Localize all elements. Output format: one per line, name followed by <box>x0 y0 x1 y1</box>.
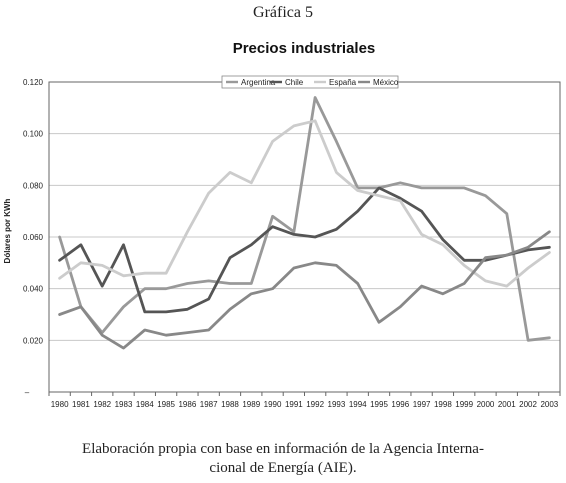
x-tick-label: 2000 <box>477 400 495 409</box>
x-tick-label: 1997 <box>413 400 431 409</box>
legend-label: México <box>373 78 399 87</box>
caption: Elaboración propia con base en informaci… <box>60 440 506 478</box>
y-tick-label: 0.040 <box>23 285 44 294</box>
x-tick-label: 2002 <box>519 400 537 409</box>
x-tick-label: 2001 <box>498 400 516 409</box>
x-tick-label: 1982 <box>93 400 111 409</box>
caption-line-1: Elaboración propia con base en informaci… <box>82 441 484 457</box>
x-tick-label: 1999 <box>455 400 473 409</box>
y-tick-label: 0.080 <box>23 181 44 190</box>
y-tick-label: 0.060 <box>23 233 44 242</box>
x-tick-label: 1994 <box>349 400 367 409</box>
x-tick-label: 1983 <box>115 400 133 409</box>
grid-lines <box>49 81 560 341</box>
series-line-mxico <box>58 230 551 350</box>
x-tick-label: 1988 <box>221 400 239 409</box>
x-tick-label: 1995 <box>370 400 388 409</box>
x-tick-label: 1981 <box>72 400 90 409</box>
legend-label: España <box>329 78 357 87</box>
x-tick-label: 2003 <box>540 400 558 409</box>
figure-label: Gráfica 5 <box>253 4 313 21</box>
y-axis-ticks: 0.020 0.040 0.060 0.080 0.100 0.120 – <box>23 78 44 397</box>
y-tick-label: 0.100 <box>23 130 44 139</box>
chart-title: Precios industriales <box>233 40 376 57</box>
x-tick-label: 1990 <box>264 400 282 409</box>
x-tick-label: 1980 <box>51 400 69 409</box>
x-tick-label: 1996 <box>391 400 409 409</box>
x-tick-label: 1986 <box>178 400 196 409</box>
x-axis-ticks: 1980 1981 1982 1983 1984 1985 1986 1987 1988 1989… <box>48 392 561 409</box>
series-line-argentina <box>58 96 551 342</box>
x-tick-label: 1989 <box>242 400 260 409</box>
x-tick-label: 1985 <box>157 400 175 409</box>
series-line-espaa <box>58 119 551 288</box>
series-line-chile <box>58 186 551 314</box>
x-tick-label: 1991 <box>285 400 303 409</box>
legend-label: Chile <box>285 78 304 87</box>
caption-line-2: cional de Energía (AIE). <box>209 460 357 476</box>
x-tick-label: 1992 <box>306 400 324 409</box>
y-tick-label: 0.120 <box>23 78 44 87</box>
x-tick-label: 1993 <box>328 400 346 409</box>
x-tick-label: 1998 <box>434 400 452 409</box>
y-axis-title: Dólares por KWh <box>3 198 12 263</box>
y-tick-label-zero: – <box>25 388 30 397</box>
y-tick-label: 0.020 <box>23 336 44 345</box>
legend: Argentina Chile España México <box>221 75 399 89</box>
series-lines <box>58 96 551 350</box>
legend-label: Argentina <box>241 78 276 87</box>
x-tick-label: 1984 <box>136 400 154 409</box>
legend-box <box>221 75 399 89</box>
x-tick-label: 1987 <box>200 400 218 409</box>
line-chart: Precios industriales 0.020 0.040 0.060 0.08… <box>3 40 561 409</box>
